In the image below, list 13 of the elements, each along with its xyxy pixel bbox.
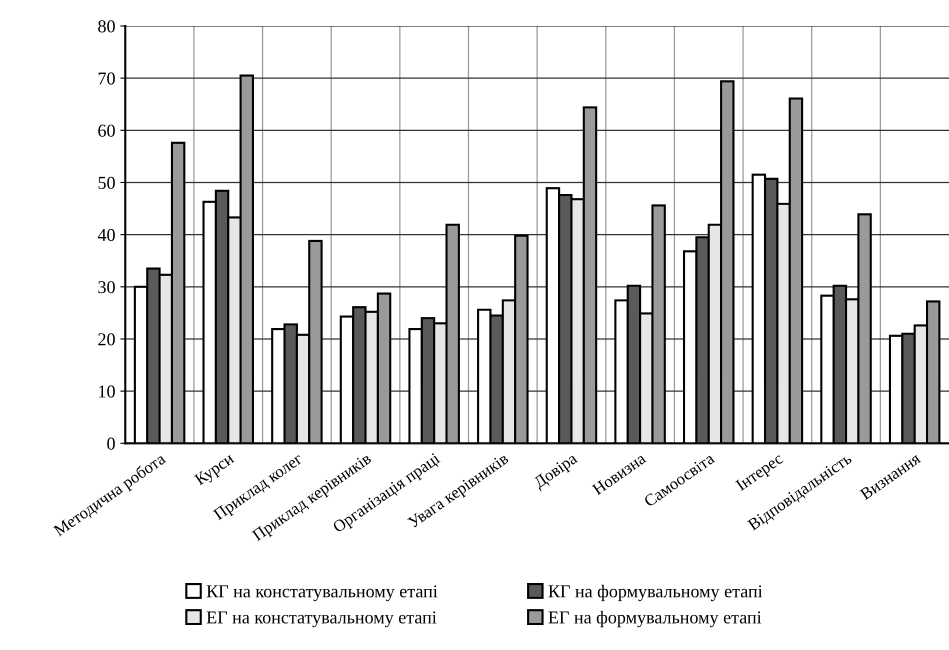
y-tick-label: 10	[99, 385, 115, 398]
legend-label: ЕГ на формувальному етапі	[548, 610, 762, 628]
legend-label: КГ на формувальному етапі	[548, 584, 762, 602]
y-tick-label: 0	[107, 438, 115, 450]
y-tick-label: 80	[98, 20, 115, 32]
y-tick-label: 30	[98, 281, 115, 294]
y-tick-label: 20	[98, 333, 115, 346]
y-tick-label: 60	[98, 124, 115, 137]
y-tick-label: 40	[98, 228, 115, 242]
y-tick-label: 50	[98, 176, 115, 189]
legend-label: ЕГ на констатувальному етапі	[206, 611, 436, 628]
y-tick-label: 70	[98, 72, 115, 85]
legend-label: КГ на констатувальному етапі	[206, 585, 438, 602]
